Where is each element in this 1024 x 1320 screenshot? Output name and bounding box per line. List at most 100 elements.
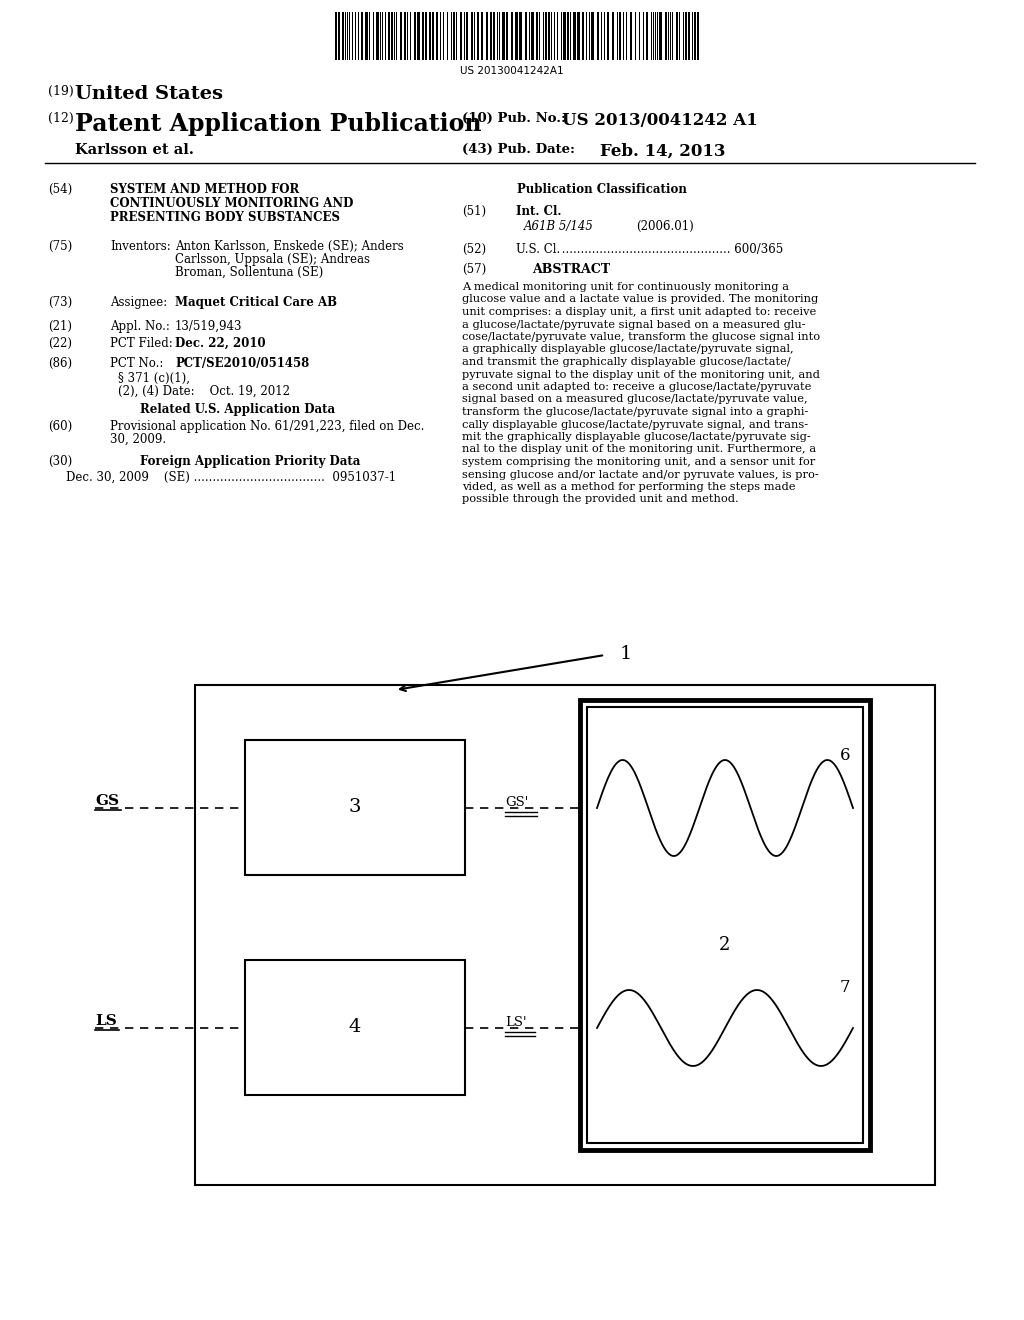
Bar — [632, 12, 635, 59]
Bar — [614, 12, 617, 59]
Bar — [580, 12, 582, 59]
Text: nal to the display unit of the monitoring unit. Furthermore, a: nal to the display unit of the monitorin… — [462, 445, 816, 454]
Bar — [356, 12, 358, 59]
Bar — [605, 12, 607, 59]
Bar — [630, 12, 632, 59]
Bar — [342, 12, 344, 59]
Bar — [591, 12, 594, 59]
Text: 30, 2009.: 30, 2009. — [110, 433, 166, 446]
Text: GS': GS' — [505, 796, 528, 809]
Text: LS': LS' — [505, 1016, 526, 1030]
Bar — [636, 12, 639, 59]
Bar — [468, 12, 471, 59]
Text: 3: 3 — [349, 799, 361, 817]
Text: cose/lactate/pyruvate value, transform the glucose signal into: cose/lactate/pyruvate value, transform t… — [462, 333, 820, 342]
Bar — [493, 12, 495, 59]
Bar — [522, 12, 525, 59]
Text: US 2013/0041242 A1: US 2013/0041242 A1 — [562, 112, 758, 129]
Bar — [374, 12, 376, 59]
Bar — [429, 12, 431, 59]
Text: PCT Filed:: PCT Filed: — [110, 337, 173, 350]
Text: Feb. 14, 2013: Feb. 14, 2013 — [600, 143, 725, 160]
Text: GS: GS — [95, 795, 119, 808]
Bar — [508, 12, 511, 59]
Text: Assignee:: Assignee: — [110, 296, 167, 309]
Text: (10) Pub. No.:: (10) Pub. No.: — [462, 112, 566, 125]
Text: Related U.S. Application Data: Related U.S. Application Data — [140, 403, 335, 416]
Text: A medical monitoring unit for continuously monitoring a: A medical monitoring unit for continuous… — [462, 282, 790, 292]
Bar — [624, 12, 626, 59]
Bar — [441, 12, 443, 59]
Text: United States: United States — [75, 84, 223, 103]
Bar — [340, 12, 342, 59]
Bar — [567, 12, 569, 59]
Bar — [612, 12, 614, 59]
Bar — [602, 12, 604, 59]
Text: glucose value and a lactate value is provided. The monitoring: glucose value and a lactate value is pro… — [462, 294, 818, 305]
Text: system comprising the monitoring unit, and a sensor unit for: system comprising the monitoring unit, a… — [462, 457, 815, 467]
Bar — [540, 12, 543, 59]
Text: (51): (51) — [462, 205, 486, 218]
Bar — [466, 12, 468, 59]
Bar — [417, 12, 420, 59]
Bar — [481, 12, 483, 59]
Bar — [370, 12, 373, 59]
Bar — [475, 12, 477, 59]
Bar — [427, 12, 429, 59]
Text: mit the graphically displayable glucose/lactate/pyruvate sig-: mit the graphically displayable glucose/… — [462, 432, 811, 442]
Text: a second unit adapted to: receive a glucose/lactate/pyruvate: a second unit adapted to: receive a gluc… — [462, 381, 811, 392]
Bar — [648, 12, 651, 59]
Bar — [527, 12, 529, 59]
Bar — [552, 12, 554, 59]
Text: transform the glucose/lactate/pyruvate signal into a graphi-: transform the glucose/lactate/pyruvate s… — [462, 407, 808, 417]
Text: (73): (73) — [48, 296, 73, 309]
Text: Maquet Critical Care AB: Maquet Critical Care AB — [175, 296, 337, 309]
Bar — [449, 12, 451, 59]
Text: Inventors:: Inventors: — [110, 240, 171, 253]
Text: 13/519,943: 13/519,943 — [175, 319, 243, 333]
Bar — [665, 12, 667, 59]
Bar — [402, 12, 404, 59]
Bar — [525, 12, 527, 59]
Text: cally displayable glucose/lactate/pyruvate signal, and trans-: cally displayable glucose/lactate/pyruva… — [462, 420, 808, 429]
Bar — [444, 12, 447, 59]
Bar — [618, 12, 621, 59]
Bar — [697, 12, 699, 59]
Bar — [513, 12, 515, 59]
Bar — [420, 12, 422, 59]
Bar — [690, 12, 692, 59]
Bar — [577, 12, 580, 59]
Bar — [594, 12, 597, 59]
Bar — [453, 12, 455, 59]
Bar — [571, 12, 573, 59]
Bar — [659, 12, 662, 59]
Bar — [391, 12, 393, 59]
Bar — [587, 12, 589, 59]
Text: (60): (60) — [48, 420, 73, 433]
Bar — [582, 12, 584, 59]
Bar — [479, 12, 481, 59]
Text: (19): (19) — [48, 84, 74, 98]
Bar — [376, 12, 379, 59]
Bar — [531, 12, 534, 59]
Bar — [694, 12, 696, 59]
Text: (21): (21) — [48, 319, 72, 333]
Bar — [361, 12, 362, 59]
Text: possible through the provided unit and method.: possible through the provided unit and m… — [462, 495, 738, 504]
Bar — [580, 700, 870, 1150]
Text: (75): (75) — [48, 240, 73, 253]
Bar — [495, 12, 497, 59]
Text: signal based on a measured glucose/lactate/pyruvate value,: signal based on a measured glucose/lacta… — [462, 395, 808, 404]
Bar — [640, 12, 643, 59]
Text: Patent Application Publication: Patent Application Publication — [75, 112, 481, 136]
Bar — [662, 12, 665, 59]
Bar — [365, 12, 368, 59]
Bar — [688, 12, 690, 59]
Bar — [573, 12, 575, 59]
Bar — [519, 12, 522, 59]
Text: Karlsson et al.: Karlsson et al. — [75, 143, 194, 157]
Text: a glucose/lactate/pyruvate signal based on a measured glu-: a glucose/lactate/pyruvate signal based … — [462, 319, 806, 330]
Text: a graphically displayable glucose/lactate/pyruvate signal,: a graphically displayable glucose/lactat… — [462, 345, 794, 355]
Bar — [434, 12, 436, 59]
Text: 1: 1 — [620, 645, 633, 663]
